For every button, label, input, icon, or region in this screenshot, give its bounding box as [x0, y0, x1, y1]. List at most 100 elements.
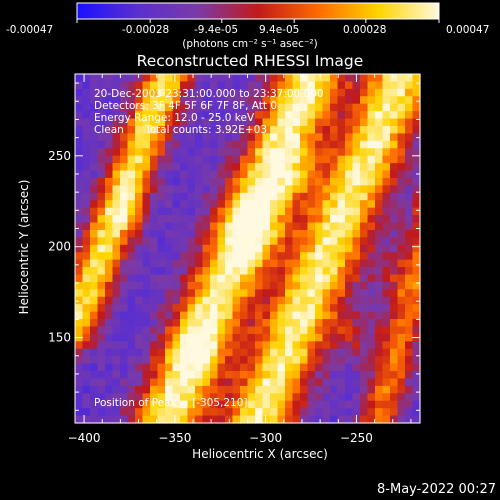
heatmap-cell: [382, 170, 391, 179]
heatmap-cell: [157, 385, 166, 394]
heatmap-cell: [412, 163, 421, 172]
heatmap-cell: [202, 326, 211, 335]
heatmap-cell: [165, 267, 174, 276]
heatmap-cell: [210, 393, 219, 402]
heatmap-cell: [247, 348, 256, 357]
heatmap-cell: [97, 222, 106, 231]
heatmap-cell: [97, 289, 106, 298]
heatmap-cell: [412, 356, 421, 365]
heatmap-cell: [262, 393, 271, 402]
heatmap-cell: [285, 125, 294, 135]
heatmap-cell: [300, 74, 309, 83]
heatmap-cell: [360, 244, 369, 253]
heatmap-cell: [90, 363, 99, 372]
heatmap-cell: [142, 371, 151, 380]
heatmap-cell: [195, 311, 204, 320]
heatmap-cell: [337, 222, 346, 231]
heatmap-cell: [345, 408, 354, 417]
heatmap-cell: [127, 274, 136, 283]
heatmap-cell: [397, 170, 406, 179]
heatmap-cell: [210, 148, 219, 157]
heatmap-cell: [90, 140, 99, 149]
heatmap-cell: [157, 185, 166, 194]
heatmap-cell: [217, 304, 226, 313]
heatmap-cell: [75, 222, 84, 231]
heatmap-cell: [352, 96, 361, 105]
heatmap-cell: [247, 244, 256, 253]
heatmap-cell: [187, 222, 196, 231]
heatmap-cell: [345, 133, 354, 142]
heatmap-cell: [112, 96, 121, 105]
heatmap-cell: [105, 237, 114, 246]
heatmap-cell: [225, 326, 234, 335]
heatmap-cell: [352, 88, 361, 97]
heatmap-cell: [352, 237, 361, 246]
heatmap-cell: [157, 319, 166, 328]
heatmap-cell: [127, 326, 136, 335]
heatmap-cell: [82, 96, 91, 105]
heatmap-cell: [375, 333, 384, 342]
heatmap-cell: [210, 408, 219, 417]
heatmap-cell: [180, 185, 189, 194]
heatmap-cell: [135, 215, 144, 224]
heatmap-cell: [240, 274, 249, 283]
heatmap-cell: [255, 274, 264, 283]
heatmap-cell: [412, 207, 421, 216]
heatmap-cell: [390, 88, 399, 97]
heatmap-cell: [270, 74, 279, 83]
heatmap-cell: [210, 289, 219, 298]
heatmap-cell: [240, 103, 249, 112]
heatmap-cell: [345, 207, 354, 216]
heatmap-cell: [217, 326, 226, 335]
heatmap-cell: [262, 74, 271, 83]
heatmap-cell: [82, 281, 91, 290]
heatmap-cell: [405, 400, 414, 409]
heatmap-cell: [375, 304, 384, 313]
heatmap-cell: [345, 319, 354, 328]
heatmap-cell: [232, 237, 241, 246]
heatmap-cell: [187, 192, 196, 201]
heatmap-cell: [187, 148, 196, 157]
heatmap-cell: [412, 385, 421, 394]
heatmap-cell: [375, 408, 384, 417]
heatmap-cell: [345, 96, 354, 105]
heatmap-cell: [345, 192, 354, 201]
heatmap-cell: [172, 341, 181, 350]
heatmap-cell: [225, 393, 234, 402]
heatmap-cell: [180, 408, 189, 417]
heatmap-cell: [90, 88, 99, 97]
heatmap-cell: [240, 118, 249, 127]
heatmap-cell: [367, 222, 376, 231]
heatmap-cell: [322, 140, 331, 149]
x-axis-label: Heliocentric X (arcsec): [192, 447, 328, 461]
heatmap-cell: [232, 326, 241, 335]
heatmap-cell: [172, 81, 181, 90]
heatmap-cell: [412, 222, 421, 231]
heatmap-cell: [225, 281, 234, 290]
heatmap-cell: [240, 348, 249, 357]
heatmap-cell: [82, 363, 91, 372]
heatmap-cell: [270, 326, 279, 335]
heatmap-cell: [127, 118, 136, 127]
heatmap-cell: [202, 103, 211, 112]
heatmap-cell: [405, 111, 414, 120]
heatmap-cell: [202, 281, 211, 290]
heatmap-cell: [397, 363, 406, 372]
heatmap-cell: [352, 341, 361, 350]
heatmap-cell: [120, 259, 129, 268]
heatmap-cell: [225, 304, 234, 313]
heatmap-cell: [255, 371, 264, 380]
heatmap-cell: [172, 155, 181, 164]
heatmap-cell: [375, 378, 384, 387]
heatmap-cell: [195, 274, 204, 283]
heatmap-cell: [262, 378, 271, 387]
heatmap-cell: [120, 103, 129, 112]
heatmap-cell: [300, 170, 309, 179]
heatmap-cell: [382, 259, 391, 268]
heatmap-cell: [397, 215, 406, 224]
heatmap-cell: [90, 200, 99, 209]
colorbar-ticks: [76, 19, 440, 23]
heatmap-cell: [97, 88, 106, 97]
heatmap-cell: [307, 148, 316, 157]
heatmap-cell: [285, 163, 294, 172]
